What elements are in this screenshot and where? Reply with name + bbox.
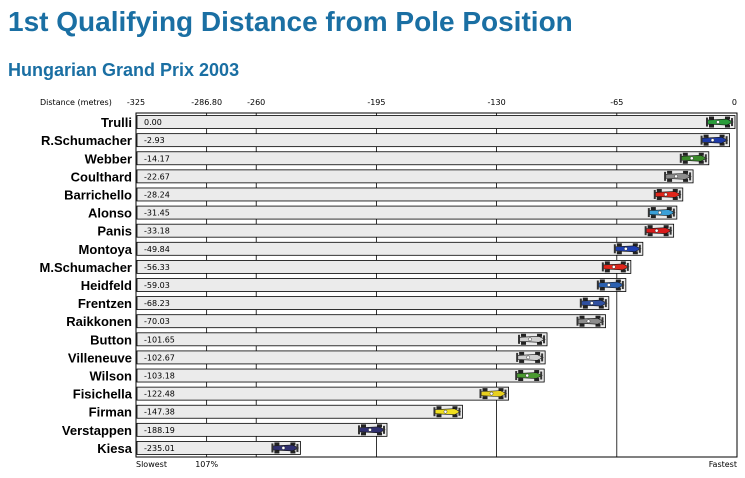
value-label: -59.03: [144, 281, 170, 290]
x-tick-label: 0: [732, 98, 737, 107]
x-tick-label: -65: [610, 98, 623, 107]
bar: [136, 115, 736, 129]
car-icon: [433, 406, 462, 418]
x-tick-label: -130: [488, 98, 506, 107]
bar: [136, 151, 710, 166]
driver-label: Trulli: [101, 115, 132, 130]
value-label: -102.67: [144, 353, 175, 362]
bar: [136, 241, 644, 256]
driver-label: Button: [90, 332, 132, 347]
driver-label: Fisichella: [73, 387, 133, 402]
driver-label: Coulthard: [71, 169, 132, 184]
chart-subtitle: Hungarian Grand Prix 2003: [8, 60, 240, 80]
value-label: -147.38: [144, 408, 175, 417]
x-tick-label: -325: [127, 98, 145, 107]
car-icon: [706, 116, 734, 128]
driver-label: Barrichello: [64, 187, 132, 202]
bar: [136, 386, 509, 401]
bar: [136, 187, 684, 202]
threshold-label: 107%: [195, 460, 218, 469]
value-label: -188.19: [144, 426, 175, 435]
car-icon: [653, 188, 682, 200]
value-label: -14.17: [144, 154, 170, 163]
slowest-label: Slowest: [136, 460, 167, 469]
bar: [136, 169, 694, 184]
driver-label: Alonso: [88, 206, 132, 221]
bar: [136, 259, 632, 274]
value-label: -28.24: [144, 190, 170, 199]
driver-label: Wilson: [90, 369, 133, 384]
bar: [136, 404, 463, 419]
car-icon: [516, 351, 544, 363]
driver-label: R.Schumacher: [41, 133, 132, 148]
driver-label: Webber: [85, 151, 132, 166]
car-icon: [664, 170, 692, 182]
value-label: -31.45: [144, 209, 170, 218]
car-icon: [271, 442, 300, 454]
driver-label: Villeneuve: [68, 350, 132, 365]
driver-label: Frentzen: [78, 296, 132, 311]
bar: [136, 441, 301, 455]
x-tick-label: -195: [367, 98, 385, 107]
car-icon: [647, 207, 676, 219]
driver-label: Verstappen: [62, 423, 132, 438]
car-icon: [518, 333, 546, 345]
car-icon: [576, 315, 605, 327]
bar: [136, 205, 678, 220]
bar: [136, 278, 627, 292]
value-label: -70.03: [144, 317, 170, 326]
value-label: -33.18: [144, 227, 170, 236]
car-icon: [679, 152, 708, 164]
value-label: -122.48: [144, 390, 175, 399]
bar: [136, 422, 388, 437]
chart-title: 1st Qualifying Distance from Pole Positi…: [8, 6, 573, 37]
fastest-label: Fastest: [709, 460, 737, 469]
bar: [136, 350, 546, 365]
car-icon: [357, 424, 386, 436]
car-icon: [479, 388, 508, 400]
value-label: -101.65: [144, 335, 175, 344]
value-label: -49.84: [144, 245, 170, 254]
car-icon: [579, 297, 608, 309]
bar: [136, 368, 545, 383]
car-icon: [596, 279, 625, 291]
driver-label: Kiesa: [97, 441, 132, 456]
value-label: 0.00: [144, 118, 162, 127]
x-tick-label: -286.80: [191, 98, 222, 107]
bar: [136, 296, 610, 311]
driver-label: Heidfeld: [81, 278, 132, 293]
bar: [136, 133, 730, 148]
car-icon: [515, 370, 543, 382]
car-icon: [700, 134, 729, 146]
value-label: -56.33: [144, 263, 170, 272]
x-axis-label: Distance (metres): [40, 98, 112, 107]
driver-label: Montoya: [79, 242, 133, 257]
car-icon: [613, 243, 642, 255]
car-icon: [601, 261, 630, 273]
driver-label: Panis: [97, 224, 132, 239]
bar: [136, 314, 606, 329]
driver-label: M.Schumacher: [40, 260, 132, 275]
x-tick-label: -260: [247, 98, 265, 107]
bar: [136, 332, 548, 347]
car-icon: [644, 225, 673, 237]
value-label: -2.93: [144, 136, 165, 145]
value-label: -103.18: [144, 372, 175, 381]
bar: [136, 223, 675, 238]
value-label: -235.01: [144, 444, 175, 453]
driver-label: Firman: [89, 405, 132, 420]
value-label: -22.67: [144, 172, 170, 181]
value-label: -68.23: [144, 299, 170, 308]
driver-label: Raikkonen: [66, 314, 132, 329]
